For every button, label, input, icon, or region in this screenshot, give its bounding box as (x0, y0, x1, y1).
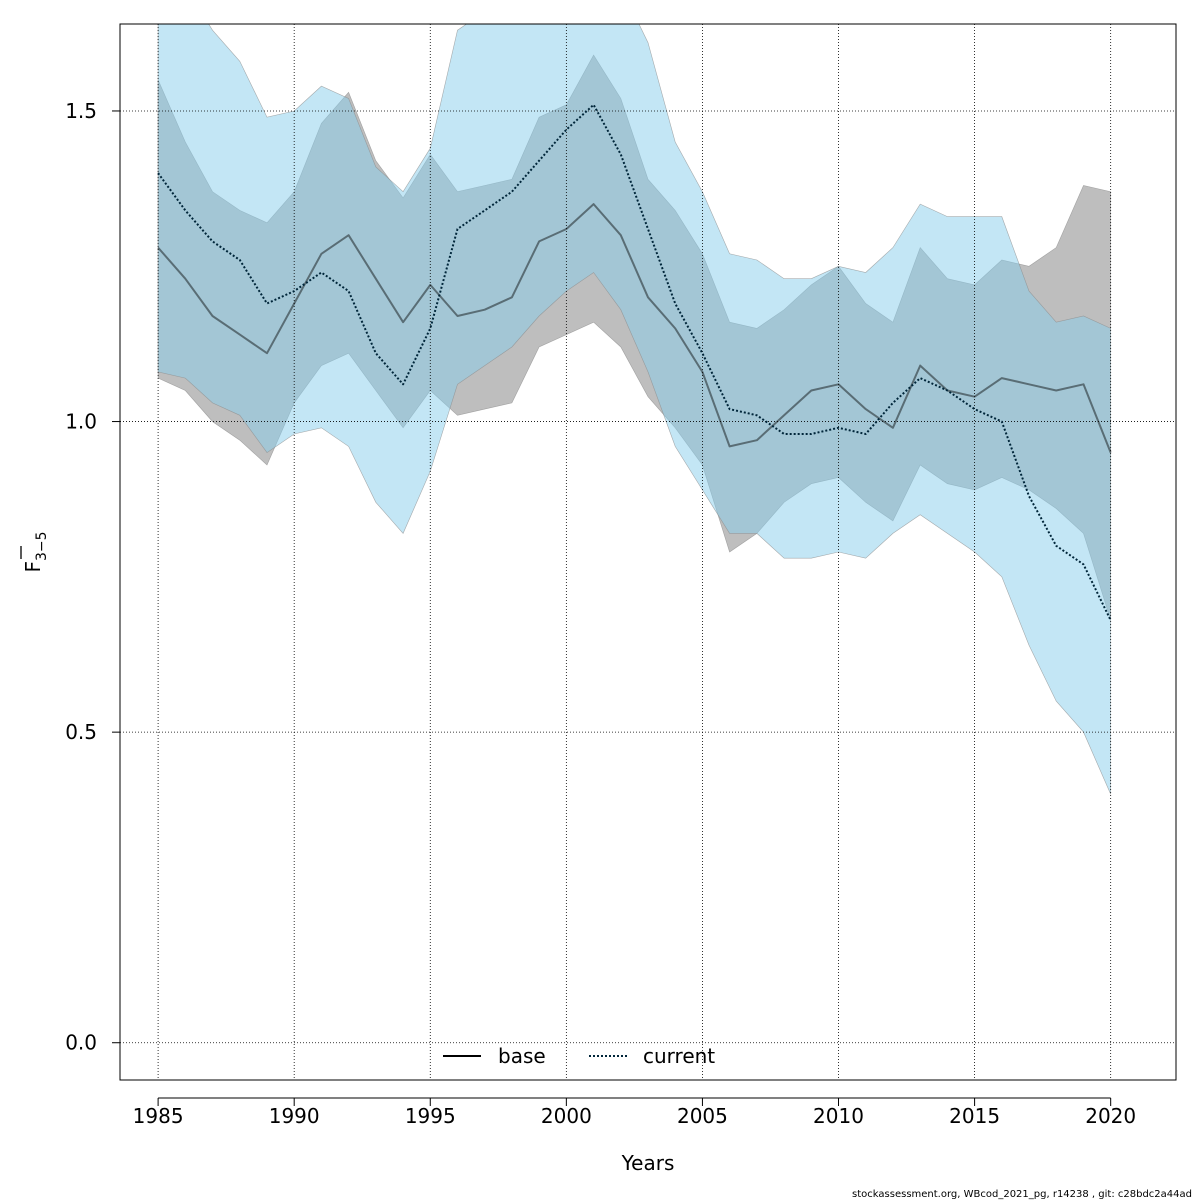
y-tick-label-1.0: 1.0 (65, 410, 97, 434)
series-line-current (157, 103, 1112, 621)
x-tick-label-1985: 1985 (133, 1104, 184, 1128)
series-line-base (157, 203, 1112, 453)
x-axis: 1985 1990 1995 2000 2005 2010 2015 2020 (133, 1097, 1136, 1128)
x-tick-label-2010: 2010 (813, 1104, 864, 1128)
series-lines (157, 103, 1112, 621)
y-tick-label-1.5: 1.5 (65, 99, 97, 123)
x-tick-label-2000: 2000 (541, 1104, 592, 1128)
y-tick-label-0.0: 0.0 (65, 1031, 97, 1055)
y-axis: 0.0 0.5 1.0 1.5 (65, 99, 120, 1055)
plot-frame (119, 23, 1177, 1081)
x-tick-label-1990: 1990 (269, 1104, 320, 1128)
grid-lines (120, 24, 1176, 1080)
footer-note: stockassessment.org, WBcod_2021_pg, r142… (852, 1189, 1192, 1200)
svg-text:F3−5: F3−5 (21, 531, 50, 572)
y-axis-title: F3−5 (20, 531, 50, 573)
band-current (157, 24, 1111, 795)
confidence-bands (157, 24, 1111, 795)
y-axis-title-sub: 3−5 (34, 531, 50, 561)
legend: base current (443, 1044, 715, 1068)
y-axis-title-main: F (21, 561, 45, 573)
x-tick-label-2005: 2005 (677, 1104, 728, 1128)
x-tick-label-2020: 2020 (1085, 1104, 1136, 1128)
x-tick-label-2015: 2015 (949, 1104, 1000, 1128)
plot-area (120, 24, 1176, 1080)
y-tick-label-0.5: 0.5 (65, 720, 97, 744)
x-tick-label-1995: 1995 (405, 1104, 456, 1128)
legend-label-base: base (498, 1044, 546, 1068)
x-axis-title: Years (621, 1151, 675, 1175)
legend-label-current: current (643, 1044, 715, 1068)
